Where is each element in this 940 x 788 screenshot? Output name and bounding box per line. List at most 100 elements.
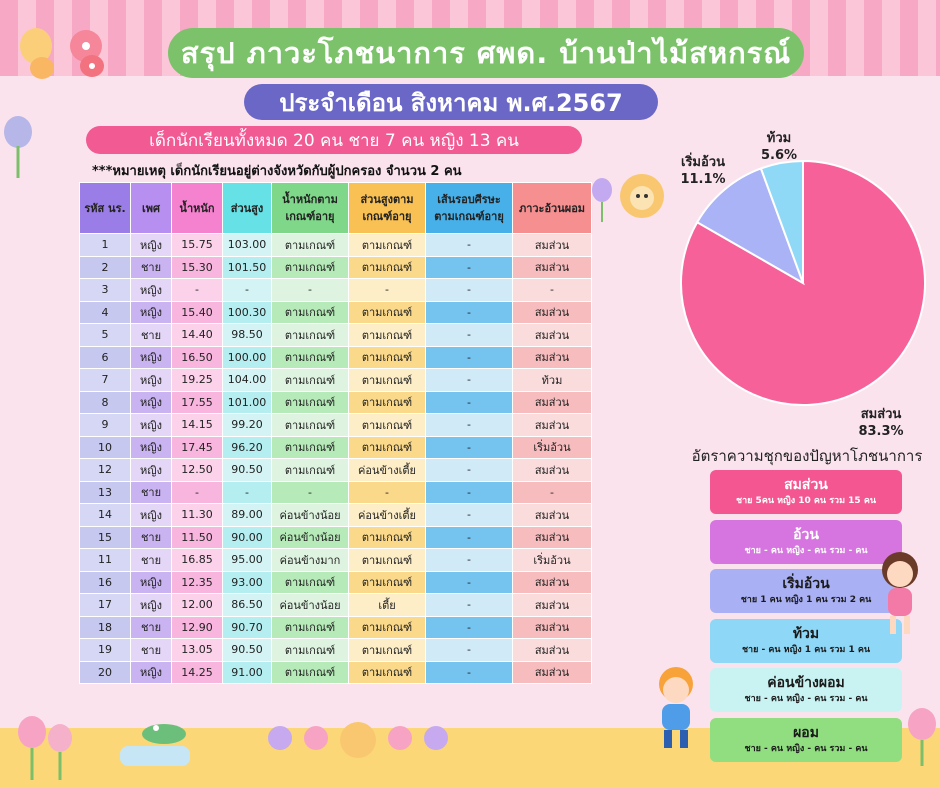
- table-cell: -: [425, 638, 513, 662]
- table-header-cell: น้ำหนักตาม เกณฑ์อายุ: [271, 182, 349, 234]
- rate-box: เริ่มอ้วน ชาย 1 คน หญิง 1 คน รวม 2 คน: [710, 569, 902, 613]
- table-cell: ชาย: [130, 480, 172, 504]
- pie-label-tuam-pct: 5.6%: [760, 148, 798, 163]
- table-cell: ตามเกณฑ์: [271, 255, 349, 279]
- table-cell: ตามเกณฑ์: [271, 458, 349, 482]
- table-cell: สมส่วน: [512, 525, 592, 549]
- table-cell: 16: [79, 570, 131, 594]
- table-cell: 15.30: [171, 255, 223, 279]
- table-row: 11 ชาย 16.85 95.00 ค่อนข้างมาก ตามเกณฑ์ - เริ่ม…: [79, 548, 592, 572]
- table-cell: -: [222, 480, 272, 504]
- table-cell: 14.25: [171, 660, 223, 684]
- table-cell: -: [425, 458, 513, 482]
- table-cell: หญิง: [130, 390, 172, 414]
- table-row: 13 ชาย - - - - - -: [79, 480, 592, 504]
- table-cell: 3: [79, 278, 131, 302]
- table-cell: 96.20: [222, 435, 272, 459]
- table-cell: ตามเกณฑ์: [348, 570, 426, 594]
- table-cell: ตามเกณฑ์: [271, 638, 349, 662]
- rate-box-detail: ชาย 1 คน หญิง 1 คน รวม 2 คน: [740, 595, 872, 605]
- table-cell: สมส่วน: [512, 345, 592, 369]
- rate-box-detail: ชาย - คน หญิง - คน รวม - คน: [744, 694, 868, 704]
- table-row: 14 หญิง 11.30 89.00 ค่อนข้างน้อย ค่อนข้างเตี้…: [79, 503, 592, 527]
- table-cell: ค่อนข้างน้อย: [271, 593, 349, 617]
- table-header-cell: เพศ: [130, 182, 172, 234]
- rate-caption: อัตราความชุกของปัญหาโภชนาการ: [691, 447, 923, 465]
- table-cell: ตามเกณฑ์: [348, 390, 426, 414]
- table-cell: -: [425, 368, 513, 392]
- table-header-cell: รหัส นร.: [79, 182, 131, 234]
- table-cell: 19.25: [171, 368, 223, 392]
- table-row: 19 ชาย 13.05 90.50 ตามเกณฑ์ ตามเกณฑ์ - สมส่วน: [79, 638, 592, 662]
- table-cell: ท้วม: [512, 368, 592, 392]
- table-cell: -: [425, 413, 513, 437]
- table-row: 16 หญิง 12.35 93.00 ตามเกณฑ์ ตามเกณฑ์ - สมส่วน: [79, 570, 592, 594]
- table-cell: สมส่วน: [512, 233, 592, 257]
- table-cell: -: [222, 278, 272, 302]
- tulip-right-icon: [908, 708, 936, 766]
- pie-chart-svg: [680, 159, 926, 406]
- table-cell: หญิง: [130, 300, 172, 324]
- table-cell: -: [425, 323, 513, 347]
- table-cell: ตามเกณฑ์: [348, 615, 426, 639]
- table-cell: -: [348, 480, 426, 504]
- table-cell: 11.50: [171, 525, 223, 549]
- table-cell: -: [171, 480, 223, 504]
- table-row: 4 หญิง 15.40 100.30 ตามเกณฑ์ ตามเกณฑ์ - สมส่วน: [79, 300, 592, 324]
- table-cell: -: [425, 233, 513, 257]
- table-cell: 16.50: [171, 345, 223, 369]
- rate-box: สมส่วน ชาย 5คน หญิง 10 คน รวม 15 คน: [710, 470, 902, 514]
- table-cell: 17: [79, 593, 131, 617]
- table-cell: ตามเกณฑ์: [348, 255, 426, 279]
- table-cell: สมส่วน: [512, 570, 592, 594]
- table-cell: -: [425, 255, 513, 279]
- table-cell: 12.00: [171, 593, 223, 617]
- table-cell: 12.90: [171, 615, 223, 639]
- table-cell: -: [171, 278, 223, 302]
- table-cell: ตามเกณฑ์: [348, 638, 426, 662]
- rate-box: อ้วน ชาย - คน หญิง - คน รวม - คน: [710, 519, 902, 564]
- table-cell: ตามเกณฑ์: [271, 368, 349, 392]
- table-cell: -: [425, 548, 513, 572]
- table-cell: -: [425, 480, 513, 504]
- table-cell: 15.75: [171, 233, 223, 257]
- table-cell: สมส่วน: [512, 255, 592, 279]
- rate-box-detail: ชาย - คน หญิง - คน รวม - คน: [744, 545, 868, 556]
- table-cell: 90.50: [222, 458, 272, 482]
- table-cell: 1: [79, 233, 131, 257]
- table-cell: ตามเกณฑ์: [348, 525, 426, 549]
- flower-row-icon: [268, 722, 448, 758]
- table-cell: ค่อนข้างน้อย: [271, 525, 349, 549]
- tulip-icon: [18, 716, 72, 780]
- table-header-cell: เส้นรอบศีรษะ ตามเกณฑ์อายุ: [425, 182, 513, 234]
- table-cell: 103.00: [222, 233, 272, 257]
- table-cell: ตามเกณฑ์: [348, 300, 426, 324]
- pie-label-roem-uan-name: เริ่มอ้วน: [681, 155, 725, 170]
- table-cell: ตามเกณฑ์: [271, 345, 349, 369]
- pie-label-roem-uan: เริ่มอ้วน 11.1%: [668, 154, 738, 188]
- table-header-cell: ส่วนสูง: [222, 182, 272, 234]
- page-title: สรุป ภาวะโภชนาการ ศพด. บ้านป่าไม้สหกรณ์: [168, 28, 804, 78]
- table-cell: ตามเกณฑ์: [271, 300, 349, 324]
- table-cell: ตามเกณฑ์: [348, 233, 426, 257]
- table-cell: 5: [79, 323, 131, 347]
- table-body: 1 หญิง 15.75 103.00 ตามเกณฑ์ ตามเกณฑ์ - สมส่วน 2…: [79, 233, 592, 684]
- table-cell: 17.55: [171, 390, 223, 414]
- table-row: 3 หญิง - - - - - -: [79, 278, 592, 302]
- table-row: 12 หญิง 12.50 90.50 ตามเกณฑ์ ค่อนข้างเตี้ย - สม…: [79, 458, 592, 482]
- table-cell: ตามเกณฑ์: [271, 615, 349, 639]
- table-cell: 11.30: [171, 503, 223, 527]
- rate-box: ผอม ชาย - คน หญิง - คน รวม - คน: [710, 717, 902, 762]
- rate-box: ท้วม ชาย - คน หญิง 1 คน รวม 1 คน: [710, 618, 902, 663]
- table-cell: ตามเกณฑ์: [271, 570, 349, 594]
- rate-box-title: ผอม: [793, 724, 819, 741]
- table-row: 1 หญิง 15.75 103.00 ตามเกณฑ์ ตามเกณฑ์ - สมส่วน: [79, 233, 592, 257]
- table-cell: หญิง: [130, 278, 172, 302]
- table-cell: ค่อนข้างเตี้ย: [348, 458, 426, 482]
- rate-box-title: ท้วม: [792, 625, 820, 642]
- table-cell: สมส่วน: [512, 615, 592, 639]
- table-header-row: รหัส นร. เพศ น้ำหนัก ส่วนสูง น้ำหนักตาม เกณฑ…: [79, 182, 592, 234]
- table-cell: สมส่วน: [512, 638, 592, 662]
- rate-box-title: ค่อนข้างผอม: [767, 675, 845, 691]
- table-cell: 100.30: [222, 300, 272, 324]
